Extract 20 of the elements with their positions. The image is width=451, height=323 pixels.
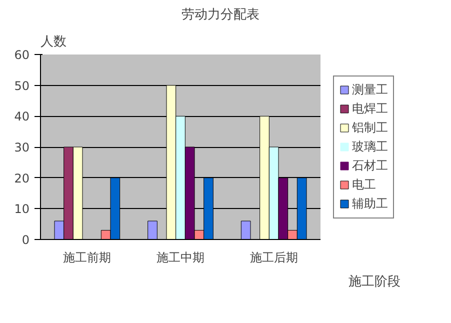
y-tick-label: 30 bbox=[14, 140, 30, 154]
legend-label: 电工 bbox=[352, 176, 376, 193]
y-tick-label: 0 bbox=[22, 233, 30, 247]
legend-label: 玻璃工 bbox=[352, 138, 388, 155]
x-tick-label: 施工后期 bbox=[250, 250, 298, 264]
y-axis-title: 人数 bbox=[40, 34, 66, 50]
y-tick-label: 40 bbox=[14, 110, 30, 124]
y-tick-label: 50 bbox=[14, 78, 30, 93]
y-tick-label: 60 bbox=[14, 48, 30, 62]
legend-label: 电焊工 bbox=[352, 100, 388, 117]
legend-label: 辅助工 bbox=[352, 195, 388, 212]
chart-title: 劳动力分配表 bbox=[182, 8, 260, 22]
y-tick-label: 20 bbox=[14, 171, 30, 186]
legend-label: 石材工 bbox=[352, 157, 388, 174]
y-tick-label: 10 bbox=[14, 202, 30, 216]
legend-label: 铝制工 bbox=[352, 119, 388, 136]
x-axis-title: 施工阶段 bbox=[348, 274, 400, 290]
x-tick-label: 施工前期 bbox=[63, 250, 112, 264]
x-tick-label: 施工中期 bbox=[156, 250, 204, 264]
legend-label: 测量工 bbox=[352, 81, 388, 98]
